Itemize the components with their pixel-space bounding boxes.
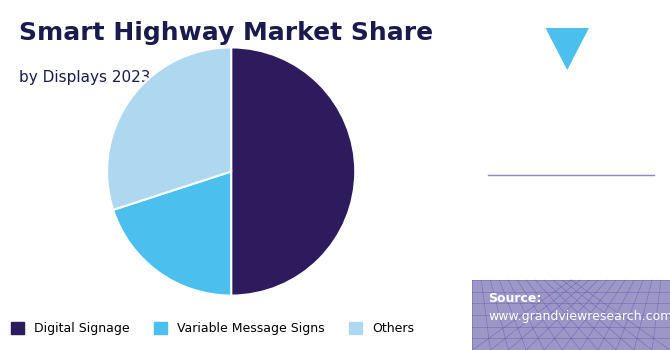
Text: Source:: Source:	[488, 292, 541, 305]
Bar	[486, 28, 530, 70]
Legend: Digital Signage, Variable Message Signs, Others: Digital Signage, Variable Message Signs,…	[6, 317, 419, 340]
Text: Smart Highway Market Share: Smart Highway Market Share	[19, 21, 433, 45]
Bar	[472, 280, 670, 350]
Text: Global Market Size,
2023: Global Market Size, 2023	[497, 189, 645, 222]
Wedge shape	[107, 47, 231, 210]
Wedge shape	[231, 47, 355, 296]
Text: by Displays 2023 (%): by Displays 2023 (%)	[19, 70, 182, 85]
Bar	[605, 28, 654, 70]
Text: $57.5B: $57.5B	[495, 128, 647, 166]
Polygon shape	[545, 28, 589, 70]
Bar	[545, 28, 589, 70]
Text: GRAND VIEW RESEARCH: GRAND VIEW RESEARCH	[510, 91, 632, 100]
Text: www.grandviewresearch.com: www.grandviewresearch.com	[488, 310, 670, 323]
Wedge shape	[113, 172, 231, 296]
